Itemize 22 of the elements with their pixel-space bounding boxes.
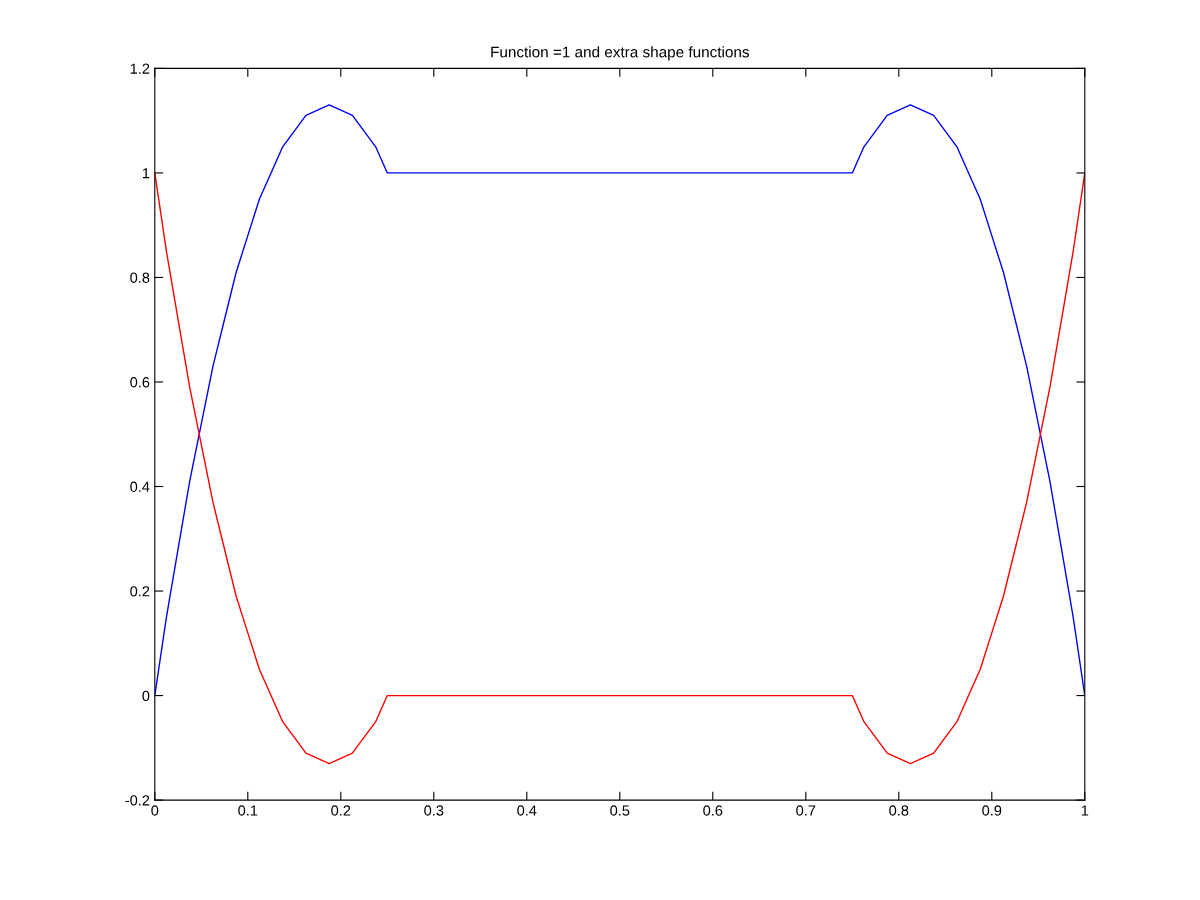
- x-tick-label: 0.3: [424, 805, 444, 816]
- x-tick-label: 0.8: [889, 805, 909, 816]
- x-tick-label: 0.5: [610, 805, 630, 816]
- y-tick-label: 0.4: [130, 481, 150, 492]
- chart-title: Function =1 and extra shape functions: [491, 46, 749, 61]
- y-tick-label: -0.2: [125, 795, 150, 806]
- x-tick-label: 0: [151, 805, 159, 816]
- y-tick-label: 1: [142, 168, 150, 179]
- y-tick-label: 0.2: [130, 586, 150, 597]
- x-tick-label: 0.7: [796, 805, 816, 816]
- x-tick-label: 0.9: [982, 805, 1002, 816]
- x-tick-label: 0.2: [331, 805, 351, 816]
- line-series: [154, 172, 1085, 765]
- y-tick-label: 0: [142, 690, 150, 701]
- x-tick-label: 0.6: [703, 805, 723, 816]
- x-tick-label: 1: [1081, 805, 1089, 816]
- y-tick-label: 0.6: [130, 377, 150, 388]
- x-tick-label: 0.4: [517, 805, 537, 816]
- y-tick-label: 1.2: [130, 63, 150, 74]
- y-tick-label: 0.8: [130, 272, 150, 283]
- x-tick-label: 0.1: [238, 805, 258, 816]
- line-series: [154, 104, 1085, 697]
